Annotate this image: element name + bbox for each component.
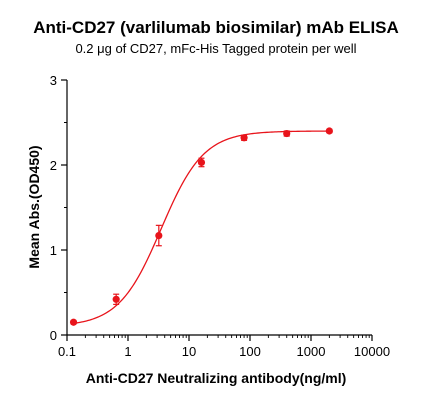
data-points [69,127,333,326]
data-point [240,134,248,142]
data-point [155,231,163,240]
x-tick-label: 1000 [297,344,326,359]
data-point [283,129,291,138]
y-tick-label: 3 [50,73,57,88]
data-point [112,295,120,303]
chart-title: Anti-CD27 (varlilumab biosimilar) mAb EL… [33,18,399,37]
x-tick-label: 10000 [354,344,390,359]
y-axis-label: Mean Abs.(OD450) [26,145,42,268]
y-tick-label: 0 [50,328,57,343]
x-tick-label: 1 [124,344,131,359]
x-axis-label: Anti-CD27 Neutralizing antibody(ng/ml) [86,370,347,386]
y-tick-label: 2 [50,158,57,173]
data-point [197,158,206,167]
x-tick-label: 0.1 [58,344,76,359]
error-bars [70,128,333,325]
chart-subtitle: 0.2 μg of CD27, mFc-His Tagged protein p… [75,41,356,56]
data-point [69,318,78,326]
x-tick-label: 10 [182,344,196,359]
data-point [325,127,333,135]
axes: 0 1 2 3 0.1 1 10 100 1000 10000 [50,73,390,359]
y-tick-label: 1 [50,243,57,258]
x-tick-label: 100 [239,344,261,359]
